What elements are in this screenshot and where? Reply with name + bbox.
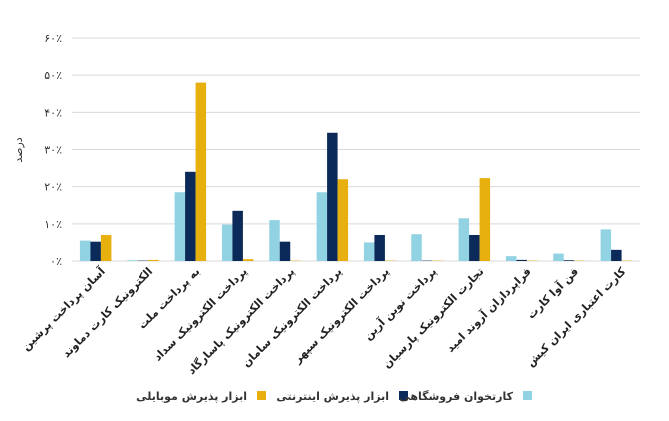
bar — [127, 260, 138, 261]
legend-swatch — [523, 391, 532, 400]
bar — [185, 171, 196, 261]
bar — [411, 234, 422, 261]
y-tick-label: ۰٪ — [50, 255, 62, 268]
y-axis-ticks: ۰٪ ۱۰٪ ۲۰٪ ۳۰٪ ۴۰٪ ۵۰٪ ۶۰٪ — [44, 32, 62, 268]
bar — [563, 260, 575, 261]
y-tick-label: ۵۰٪ — [44, 69, 62, 82]
legend: ابزار پذیرش موبایلی ابزار پذیرش اینترنتی ک… — [136, 390, 532, 403]
bar — [100, 234, 112, 261]
category-label: فراپردازان آروند امید — [443, 264, 534, 355]
bar — [600, 229, 612, 261]
bars — [79, 82, 633, 261]
bar — [469, 234, 480, 261]
legend-swatch — [257, 391, 266, 400]
bar — [363, 242, 375, 261]
legend-label: ابزار پذیرش موبایلی — [136, 390, 247, 403]
category-label: الکترونیک کارت دماوند — [60, 265, 155, 360]
category-label: آسان پرداخت پرشین — [19, 264, 108, 353]
bar — [79, 240, 91, 261]
category-label: پرداخت الکترونیک سامان — [240, 265, 345, 370]
y-axis-title: درصد — [12, 137, 25, 162]
bar — [148, 259, 159, 261]
legend-label: ابزار پذیرش اینترنتی — [276, 390, 389, 403]
bar — [242, 259, 254, 261]
category-label: پرداخت الکترونیک سپهر — [290, 265, 391, 366]
category-label: پرداخت الکترونیک سداد — [151, 265, 250, 364]
bar — [174, 192, 186, 261]
legend-label: کارتخوان فروشگاهی — [399, 390, 513, 403]
bar — [90, 241, 101, 261]
category-label: کارت اعتباری ایران کیش — [524, 265, 629, 370]
bar — [479, 178, 491, 261]
bar — [269, 220, 280, 261]
bar — [516, 259, 527, 261]
y-tick-label: ۲۰٪ — [44, 181, 62, 194]
y-tick-label: ۶۰٪ — [44, 32, 62, 45]
bar — [553, 253, 564, 261]
bar — [195, 82, 207, 261]
bar — [611, 249, 622, 261]
bar — [337, 179, 349, 261]
bar — [316, 192, 328, 261]
bar — [374, 234, 385, 261]
bar — [221, 224, 233, 261]
bar — [279, 241, 291, 261]
bar — [327, 132, 338, 261]
bar — [505, 256, 517, 261]
y-tick-label: ۴۰٪ — [44, 106, 62, 119]
y-tick-label: ۳۰٪ — [44, 144, 62, 157]
y-tick-label: ۱۰٪ — [44, 218, 62, 231]
legend-swatch — [399, 391, 408, 400]
gridlines — [72, 37, 640, 262]
bar — [232, 210, 243, 261]
bar — [458, 218, 470, 261]
